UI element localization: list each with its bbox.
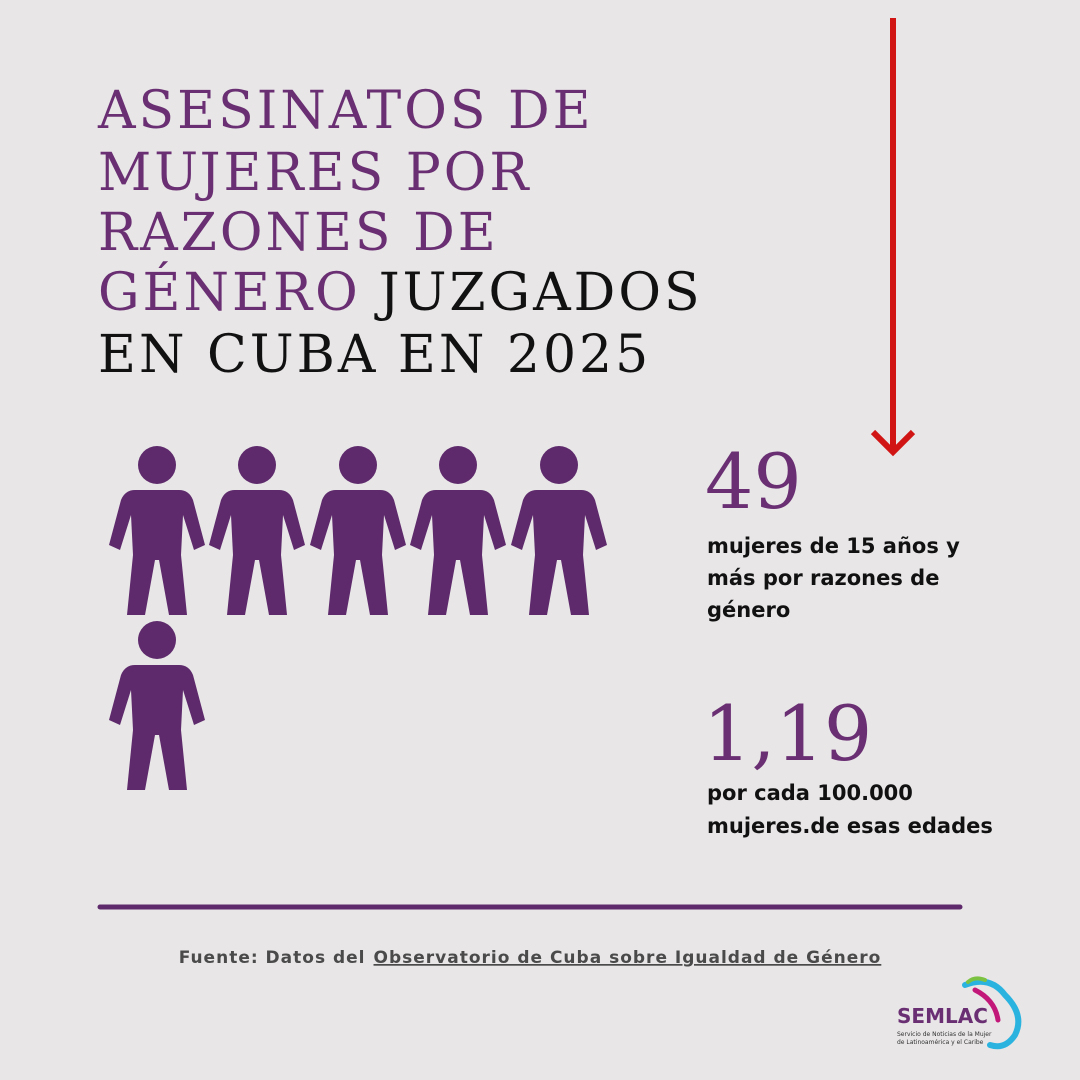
source-prefix: Fuente: Datos del xyxy=(179,948,366,968)
logo-tagline: Servicio de Noticias de la Mujer xyxy=(897,1031,992,1038)
title-line: ASESINATOS DE xyxy=(97,81,594,141)
title-line: RAZONES DE xyxy=(98,203,499,263)
source-link[interactable]: Observatorio de Cuba sobre Igualdad de G… xyxy=(374,948,882,968)
stat-number: 1,19 xyxy=(703,689,872,778)
stat-number: 49 xyxy=(705,437,802,526)
stat-text: mujeres.de esas edades xyxy=(707,814,993,838)
logo-tagline: de Latinoamérica y el Caribe xyxy=(897,1039,984,1046)
stat-text: género xyxy=(707,598,790,622)
title-line: EN CUBA EN 2025 xyxy=(98,325,651,385)
title-dark: JUZGADOS xyxy=(374,263,703,323)
stat-text: más por razones de xyxy=(707,566,939,590)
title-line: GÉNERO JUZGADOS xyxy=(98,261,703,323)
logo-name: SEMLAC xyxy=(897,1004,988,1028)
title: ASESINATOS DE MUJERES POR RAZONES DE GÉN… xyxy=(97,81,703,385)
stat-text: mujeres de 15 años y xyxy=(707,534,960,558)
stat: 49 mujeres de 15 años y más por razones … xyxy=(705,437,960,622)
arrow xyxy=(870,18,916,457)
source: Fuente: Datos del Observatorio de Cuba so… xyxy=(179,948,882,968)
stat: 1,19 por cada 100.000 mujeres.de esas ed… xyxy=(703,689,993,838)
stat-text: por cada 100.000 xyxy=(707,781,913,805)
logo: SEMLAC Servicio de Noticias de la Mujer … xyxy=(897,976,1022,1050)
title-accent: GÉNERO xyxy=(98,261,361,323)
title-line: MUJERES POR xyxy=(98,143,532,203)
